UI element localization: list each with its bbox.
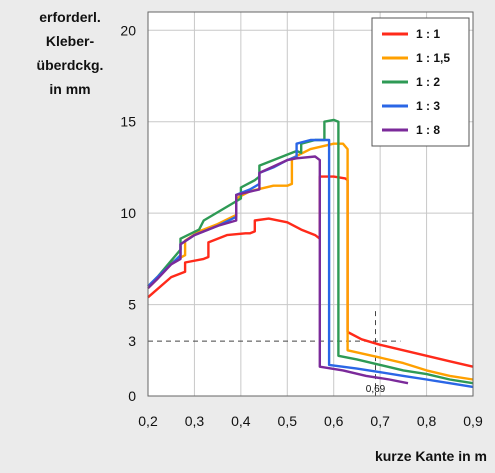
y-axis-label-line: überdckg. <box>37 57 104 73</box>
series-line <box>147 142 474 381</box>
reference-y-label: 3 <box>128 333 136 349</box>
y-axis-label-line: Kleber- <box>46 33 95 49</box>
x-tick-label: 0,9 <box>463 413 483 429</box>
legend-label: 1 : 2 <box>416 75 440 89</box>
x-tick-label: 0,5 <box>278 413 298 429</box>
series-lines <box>147 118 474 389</box>
x-tick-label: 0,2 <box>138 413 158 429</box>
x-tick-label: 0,8 <box>417 413 437 429</box>
series-line <box>147 175 474 368</box>
x-tick-label: 0,4 <box>231 413 251 429</box>
y-tick-label: 10 <box>120 205 136 221</box>
x-tick-label: 0,6 <box>324 413 344 429</box>
plot-frame <box>147 11 474 397</box>
legend: 1 : 1 1 : 1,5 1 : 2 1 : 3 1 : 8 <box>371 17 470 147</box>
reference-lines: 0,69 3 <box>128 311 401 396</box>
y-tick-labels: 0 5 10 15 20 <box>120 22 136 404</box>
series-line <box>147 118 474 385</box>
legend-label: 1 : 1,5 <box>416 51 450 65</box>
y-tick-label: 15 <box>120 114 136 130</box>
legend-label: 1 : 1 <box>416 27 440 41</box>
y-axis-label: erforderl. Kleber- überdckg. in mm <box>37 9 104 97</box>
y-tick-label: 5 <box>128 297 136 313</box>
x-tick-label: 0,7 <box>370 413 390 429</box>
y-axis-label-line: in mm <box>49 81 90 97</box>
series-line <box>147 155 409 385</box>
x-tick-labels: 0,2 0,3 0,4 0,5 0,6 0,7 0,8 0,9 <box>138 413 483 429</box>
reference-x-label: 0,69 <box>366 384 386 395</box>
x-axis-label: kurze Kante in m <box>375 448 487 464</box>
x-tick-label: 0,3 <box>185 413 205 429</box>
legend-label: 1 : 8 <box>416 123 440 137</box>
y-tick-label: 20 <box>120 22 136 38</box>
y-axis-label-line: erforderl. <box>39 9 100 25</box>
y-tick-label: 0 <box>128 388 136 404</box>
legend-label: 1 : 3 <box>416 99 440 113</box>
